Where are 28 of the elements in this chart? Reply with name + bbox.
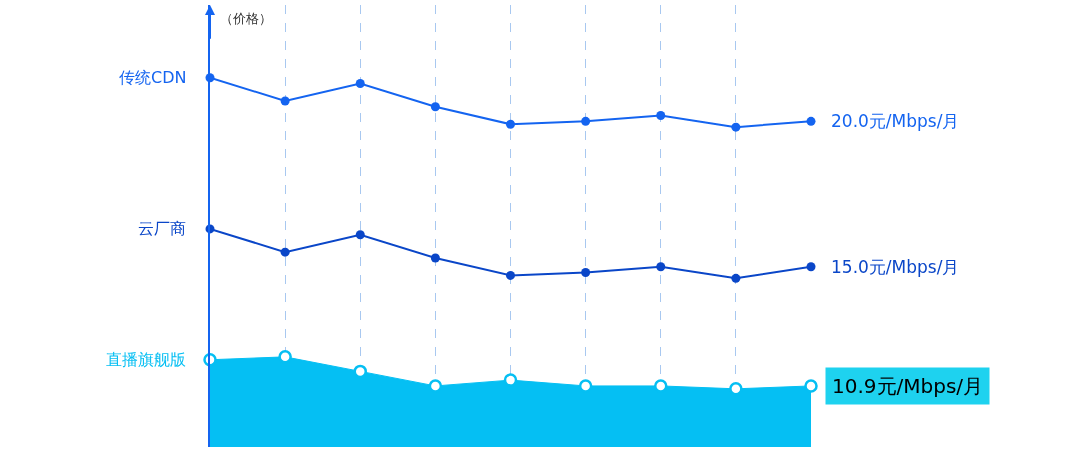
data-label: 20.0元/Mbps/月 [831,111,960,131]
point [280,247,290,257]
series-label: 直播旗舰版 [106,350,186,369]
point [506,270,515,280]
point [430,253,440,263]
point [731,273,741,283]
point [806,262,816,272]
point [578,379,593,393]
data-label: 15.0元/Mbps/月 [831,257,960,277]
point [581,116,591,126]
point [506,119,515,129]
point [430,102,440,112]
point [280,96,290,106]
point [656,111,666,120]
point [581,268,591,278]
point [428,379,443,393]
point [804,379,818,393]
point [656,262,666,272]
series-label: 传统CDN [119,68,187,87]
point [355,79,365,89]
point [806,116,816,126]
point [731,122,741,132]
point [355,230,365,240]
series-label: 云厂商 [138,219,186,238]
data-label: 10.9元/Mbps/月 [832,374,984,398]
y-axis-title: （价格） [220,11,272,26]
point [503,373,518,387]
point [654,379,668,393]
